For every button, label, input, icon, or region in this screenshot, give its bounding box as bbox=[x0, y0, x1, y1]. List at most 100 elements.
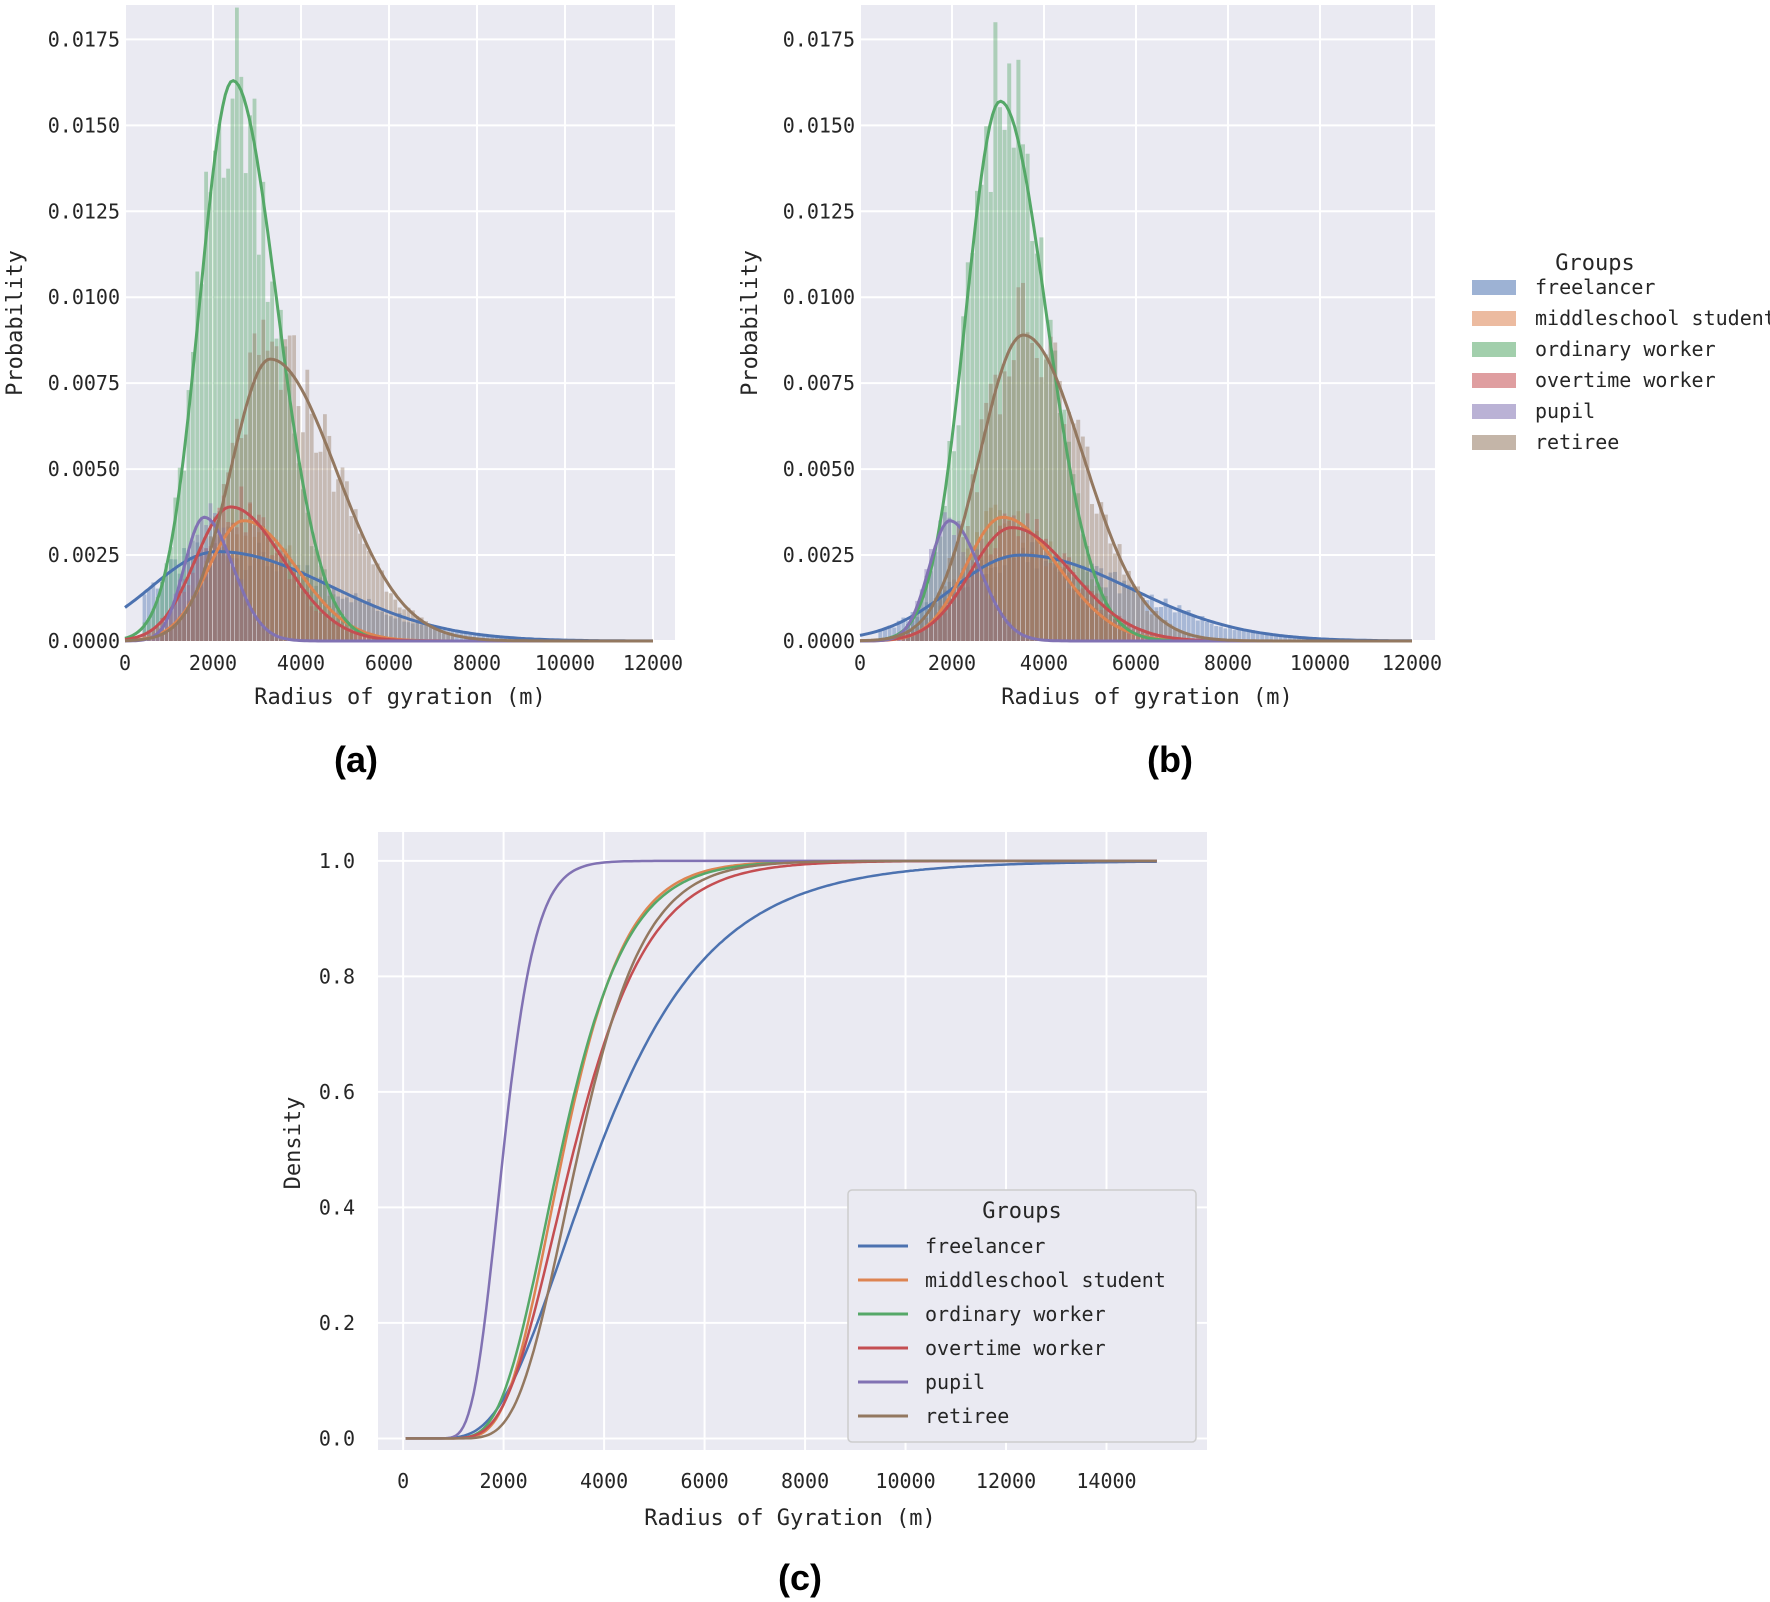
histogram-bar bbox=[292, 570, 296, 641]
histogram-bar bbox=[239, 486, 244, 641]
histogram-bar bbox=[1002, 523, 1007, 641]
histogram-bar bbox=[1126, 584, 1131, 641]
histogram-bar bbox=[1113, 553, 1117, 641]
histogram-bar bbox=[1057, 571, 1062, 641]
histogram-bar bbox=[349, 626, 354, 641]
histogram-bar bbox=[257, 623, 261, 641]
histogram-bar bbox=[970, 560, 975, 641]
histogram-bar bbox=[274, 539, 279, 641]
histogram-bar bbox=[1007, 621, 1012, 641]
histogram-bar bbox=[248, 503, 252, 641]
histogram-bar bbox=[1025, 332, 1030, 641]
histogram-bar bbox=[910, 612, 915, 641]
histogram-bar bbox=[1283, 635, 1288, 641]
histogram-bar bbox=[942, 590, 947, 641]
legend-top-label-overtime-worker: overtime worker bbox=[1535, 368, 1716, 392]
histogram-bar bbox=[933, 552, 938, 641]
histogram-bar bbox=[226, 526, 230, 641]
histogram-bar bbox=[248, 115, 252, 641]
histogram-bar bbox=[1062, 424, 1067, 641]
legend-c-title: Groups bbox=[982, 1199, 1061, 1224]
histogram-bar bbox=[353, 629, 358, 641]
histogram-bar bbox=[1011, 557, 1016, 641]
histogram-bar bbox=[265, 566, 270, 641]
histogram-bar bbox=[1080, 599, 1085, 641]
histogram-bar bbox=[389, 616, 393, 641]
histogram-bar bbox=[296, 564, 301, 641]
histogram-bar bbox=[947, 591, 952, 641]
legend-c-label-retiree: retiree bbox=[925, 1404, 1009, 1428]
y-tick-label: 0.0050 bbox=[783, 457, 855, 481]
panel-a-y-axis-label: Probability bbox=[3, 250, 28, 396]
histogram-bar bbox=[961, 587, 966, 641]
x-tick-label: 14000 bbox=[1076, 1469, 1136, 1493]
histogram-bar bbox=[1090, 590, 1094, 641]
histogram-bar bbox=[1053, 567, 1058, 641]
histogram-bar bbox=[1021, 635, 1025, 641]
histogram-bar bbox=[984, 511, 989, 641]
histogram-bar bbox=[230, 558, 235, 641]
histogram-bar bbox=[1048, 541, 1053, 641]
histogram-bar bbox=[279, 560, 283, 641]
histogram-bar bbox=[947, 604, 952, 641]
x-tick-label: 10000 bbox=[875, 1469, 935, 1493]
histogram-bar bbox=[1002, 129, 1007, 641]
histogram-bar bbox=[292, 572, 296, 641]
histogram-bar bbox=[1205, 621, 1209, 641]
histogram-bar bbox=[998, 612, 1002, 641]
histogram-bar bbox=[265, 537, 270, 641]
legend-c: Groups freelancer middleschool student ord… bbox=[847, 1189, 1197, 1443]
histogram-bar bbox=[1246, 630, 1251, 641]
histogram-bar bbox=[1099, 609, 1104, 641]
histogram-bar bbox=[1071, 423, 1076, 641]
y-tick-label: 0.0075 bbox=[783, 371, 855, 395]
histogram-bar bbox=[1113, 618, 1117, 641]
histogram-bar bbox=[186, 609, 191, 641]
histogram-bar bbox=[1218, 626, 1223, 641]
histogram-bar bbox=[938, 597, 943, 641]
y-tick-label: 0.0150 bbox=[48, 113, 120, 137]
histogram-bar bbox=[257, 514, 261, 641]
histogram-bar bbox=[221, 527, 226, 641]
histogram-bar bbox=[1007, 376, 1012, 641]
histogram-bar bbox=[919, 589, 924, 641]
histogram-bar bbox=[204, 560, 208, 641]
histogram-bar bbox=[1241, 628, 1246, 641]
histogram-bar bbox=[309, 546, 314, 641]
histogram-bar bbox=[942, 613, 947, 641]
histogram-bar bbox=[318, 451, 323, 641]
histogram-bar bbox=[345, 620, 349, 641]
histogram-bar bbox=[896, 620, 901, 641]
histogram-bar bbox=[1007, 520, 1012, 641]
histogram-bar bbox=[296, 577, 301, 641]
histogram-bar bbox=[988, 598, 993, 641]
histogram-bar bbox=[164, 630, 169, 641]
histogram-bar bbox=[331, 491, 336, 641]
histogram-bar bbox=[1117, 622, 1122, 641]
legend-c-items: freelancer middleschool student ordinary w… bbox=[858, 1234, 1166, 1428]
histogram-bar bbox=[164, 573, 169, 641]
histogram-bar bbox=[952, 594, 956, 641]
histogram-bar bbox=[213, 150, 217, 641]
y-tick-label: 0.0100 bbox=[48, 285, 120, 309]
histogram-bar bbox=[1177, 630, 1182, 641]
histogram-bar bbox=[947, 581, 952, 641]
histogram-bar bbox=[415, 616, 420, 641]
histogram-bar bbox=[362, 603, 367, 641]
kde-line-retiree bbox=[124, 357, 653, 643]
histogram-bar bbox=[226, 554, 230, 641]
histogram-bar bbox=[1076, 579, 1081, 641]
histogram-bar bbox=[1159, 607, 1163, 641]
histogram-bar bbox=[331, 617, 336, 641]
histogram-bar bbox=[402, 609, 406, 641]
histogram-bar bbox=[191, 595, 195, 641]
histogram-bar bbox=[1195, 620, 1200, 641]
histogram-bar bbox=[1085, 599, 1090, 641]
histogram-bar bbox=[252, 98, 257, 642]
panel-b: 0 2000 4000 6000 8000 10000 12000 0.0000 0.0025… bbox=[738, 5, 1442, 780]
histogram-bar bbox=[1094, 566, 1099, 641]
histogram-bar bbox=[1182, 633, 1186, 641]
y-tick-label: 0.0075 bbox=[48, 371, 120, 395]
histogram-bar bbox=[292, 335, 296, 641]
histogram-bar bbox=[437, 629, 442, 641]
